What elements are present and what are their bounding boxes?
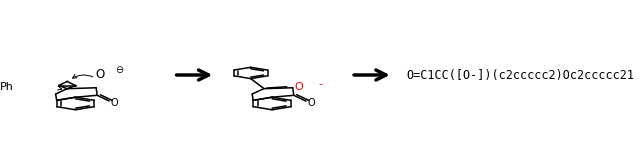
Text: O: O	[111, 98, 118, 108]
Text: O: O	[307, 98, 315, 108]
Text: Ph: Ph	[0, 82, 13, 92]
Text: O: O	[95, 68, 104, 81]
Text: O=C1CC([O-])(c2ccccc2)Oc2ccccc21: O=C1CC([O-])(c2ccccc2)Oc2ccccc21	[406, 69, 635, 81]
Text: -: -	[318, 79, 322, 89]
Text: O: O	[294, 82, 303, 92]
Text: ⊖: ⊖	[115, 65, 124, 75]
